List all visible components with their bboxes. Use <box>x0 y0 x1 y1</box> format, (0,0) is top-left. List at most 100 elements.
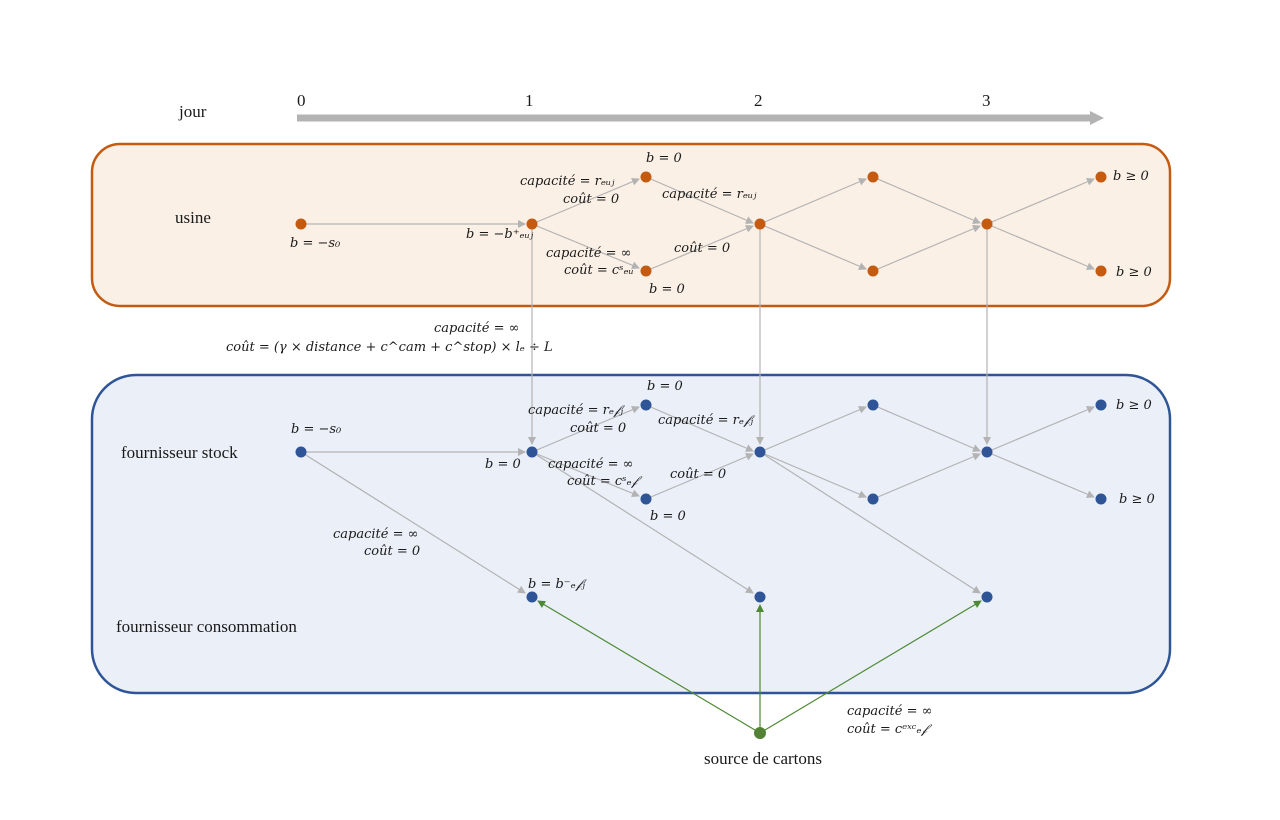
node <box>526 591 538 603</box>
stock-end-top-balance: b ≥ 0 <box>1116 398 1152 413</box>
node <box>754 218 766 230</box>
edge <box>537 600 761 734</box>
stock-day1-balance: b = 0 <box>485 457 521 472</box>
usine-edges <box>301 176 1095 272</box>
node <box>295 446 307 458</box>
conso-balance: b = b⁻ₑ𝒻ⱼ <box>528 577 587 592</box>
timeline: jour 0 1 2 3 <box>178 91 1104 125</box>
conso-cap-inf: capacité = ∞ <box>333 527 418 542</box>
node <box>867 171 879 183</box>
stock-top-balance: b = 0 <box>647 379 683 394</box>
stock-cout-0: coût = 0 <box>570 421 626 436</box>
usine-cap-r: capacité = rₑᵤⱼ <box>520 174 615 189</box>
usine-bottom-balance: b = 0 <box>649 282 685 297</box>
edge <box>531 223 640 270</box>
usine-end-bottom-balance: b ≥ 0 <box>1116 265 1152 280</box>
node <box>754 446 766 458</box>
stock-cap-r2: capacité = rₑ𝒻ⱼ <box>658 413 755 428</box>
stock-labels: b = −s₀ b = 0 b = 0 b = 0 b ≥ 0 b ≥ 0 ca… <box>291 379 1155 524</box>
usine-day1-balance: b = −b⁺ₑᵤⱼ <box>466 227 534 242</box>
conso-labels: capacité = ∞ coût = 0 b = b⁻ₑ𝒻ⱼ <box>333 527 587 592</box>
usine-row-label: usine <box>175 208 211 227</box>
stock-cout-s: coût = cˢₑ𝒻 <box>567 474 643 489</box>
usine-cap-r2: capacité = rₑᵤⱼ <box>662 187 757 202</box>
edge <box>759 406 867 453</box>
stock-edges <box>301 404 1095 500</box>
usine-cap-inf: capacité = ∞ <box>546 246 631 261</box>
node <box>1095 265 1107 277</box>
edge <box>645 176 754 224</box>
edge <box>872 453 981 500</box>
fournisseur-panel <box>90 373 1172 695</box>
node <box>867 399 879 411</box>
edge <box>645 453 754 500</box>
node <box>526 446 538 458</box>
edge <box>300 451 526 594</box>
usine-init-balance: b = −s₀ <box>290 236 341 251</box>
day-2-label: 2 <box>754 91 763 110</box>
day-0-label: 0 <box>297 91 306 110</box>
node <box>981 218 993 230</box>
edge <box>759 451 867 498</box>
source-cout: coût = cᵉˣᶜₑ𝒻 <box>847 722 932 737</box>
day-3-label: 3 <box>982 91 991 110</box>
stock-end-bottom-balance: b ≥ 0 <box>1119 492 1155 507</box>
edge <box>986 406 1095 453</box>
stock-cap-inf: capacité = ∞ <box>548 457 633 472</box>
usine-nodes <box>295 171 1107 277</box>
source-labels: capacité = ∞ coût = cᵉˣᶜₑ𝒻 source de car… <box>704 704 932 768</box>
usine-cout-s: coût = cˢₑᵤ <box>564 263 634 278</box>
stock-cap-r: capacité = rₑ𝒻ⱼ <box>528 403 625 418</box>
usine-end-top-balance: b ≥ 0 <box>1113 169 1149 184</box>
node <box>1095 493 1107 505</box>
usine-cout-0b: coût = 0 <box>674 241 730 256</box>
stock-nodes <box>295 399 1107 505</box>
edge <box>531 451 640 498</box>
node <box>640 493 652 505</box>
source-edges <box>537 600 982 734</box>
node <box>640 265 652 277</box>
node <box>1095 171 1107 183</box>
source-row-label: source de cartons <box>704 749 822 768</box>
node <box>981 591 993 603</box>
stock-cout-0b: coût = 0 <box>670 467 726 482</box>
transport-labels: capacité = ∞ coût = (γ × distance + c^ca… <box>226 321 553 355</box>
edge <box>759 178 867 225</box>
usine-panel <box>90 142 1172 308</box>
edge <box>986 178 1095 225</box>
edge <box>759 223 867 270</box>
edge <box>872 404 981 452</box>
edge <box>531 178 640 225</box>
transport-edges <box>528 224 991 445</box>
usine-labels: b = −s₀ b = −b⁺ₑᵤⱼ b = 0 b = 0 b ≥ 0 b ≥… <box>290 151 1152 297</box>
node <box>640 399 652 411</box>
edge <box>645 225 754 272</box>
conso-nodes <box>526 591 993 603</box>
transport-cout: coût = (γ × distance + c^cam + c^stop) ×… <box>226 340 553 355</box>
edge <box>986 223 1095 270</box>
node <box>640 171 652 183</box>
edge <box>531 406 640 453</box>
transport-cap: capacité = ∞ <box>434 321 519 336</box>
day-1-label: 1 <box>525 91 534 110</box>
stock-bottom-balance: b = 0 <box>650 509 686 524</box>
node <box>526 218 538 230</box>
edge <box>531 451 754 594</box>
edge <box>759 451 981 594</box>
usine-cout-0: coût = 0 <box>563 192 619 207</box>
consumption-edges <box>300 451 981 594</box>
stock-row-label: fournisseur stock <box>121 443 238 462</box>
edge <box>759 600 982 734</box>
edge <box>872 225 981 272</box>
timeline-label: jour <box>178 102 207 121</box>
node <box>1095 399 1107 411</box>
node <box>981 446 993 458</box>
node <box>867 493 879 505</box>
source-cap-inf: capacité = ∞ <box>847 704 932 719</box>
node <box>295 218 307 230</box>
edge <box>986 451 1095 498</box>
node <box>754 591 766 603</box>
source-node <box>754 727 766 739</box>
conso-row-label: fournisseur consommation <box>116 617 297 636</box>
edge <box>645 404 754 452</box>
